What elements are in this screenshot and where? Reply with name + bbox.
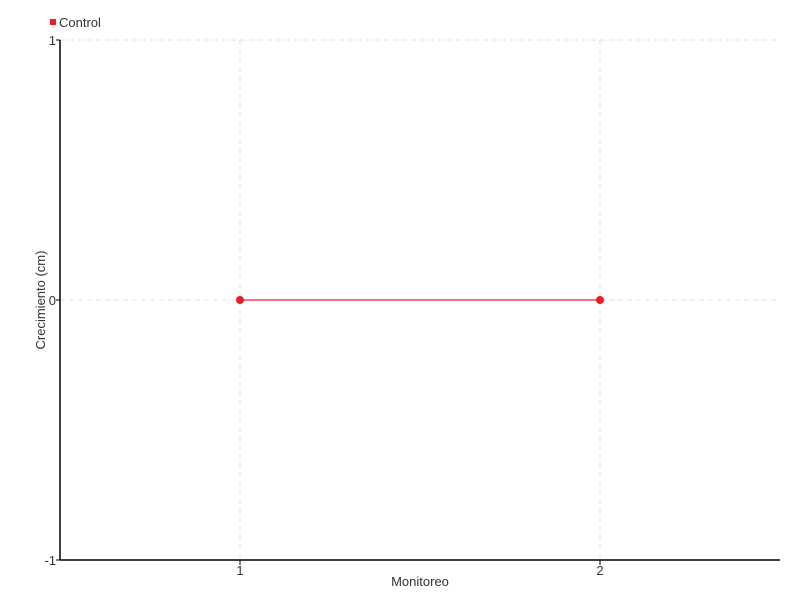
x-tick-label: 1	[236, 563, 243, 578]
y-tick-label: 1	[49, 33, 56, 48]
y-axis-label: Crecimiento (cm)	[33, 251, 48, 350]
data-point	[596, 296, 604, 304]
legend-swatch	[50, 19, 56, 25]
x-tick-label: 2	[596, 563, 603, 578]
data-point	[236, 296, 244, 304]
series	[236, 296, 604, 304]
x-axis-label: Monitoreo	[391, 574, 449, 589]
legend[interactable]: Control	[50, 15, 101, 30]
y-tick-label: 0	[49, 293, 56, 308]
ticks: -1 0 1 1 2	[44, 33, 603, 578]
y-tick-label: -1	[44, 553, 56, 568]
legend-label: Control	[59, 15, 101, 30]
